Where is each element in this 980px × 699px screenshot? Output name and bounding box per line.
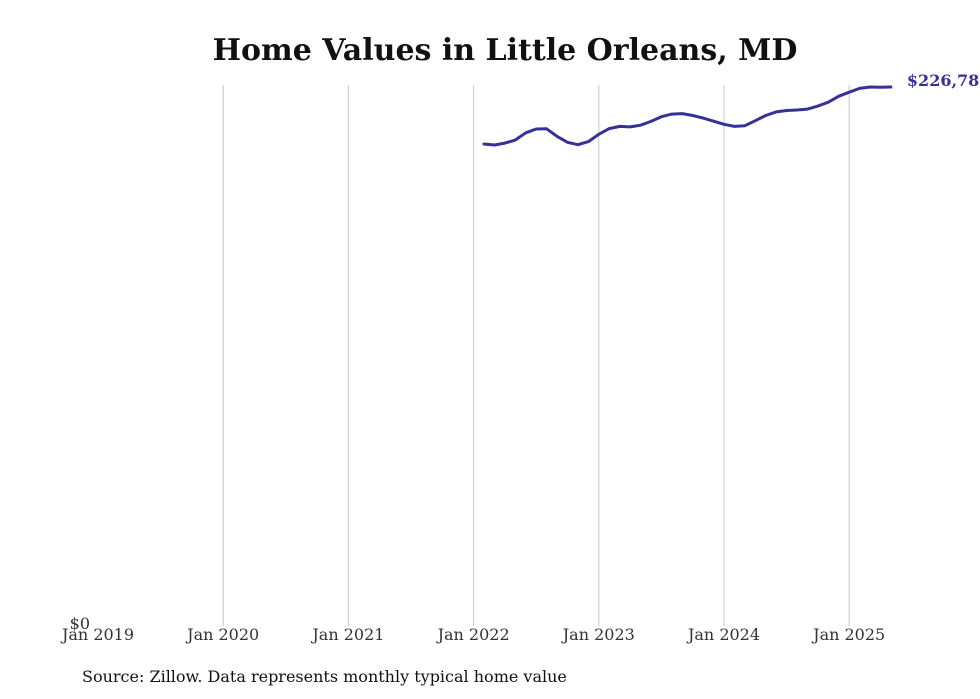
x-tick-label: Jan 2021 [310,625,384,644]
x-tick-label: Jan 2019 [60,625,134,644]
end-value-label: $226,784 [907,71,980,90]
series-line-home-value [482,85,893,147]
x-tick-label: Jan 2020 [185,625,259,644]
x-tick-label: Jan 2022 [436,625,510,644]
x-tick-label: Jan 2023 [561,625,635,644]
x-tick-label: Jan 2024 [686,625,760,644]
gridlines [222,85,850,626]
y-tick-label-0: $0 [70,614,90,633]
source-note: Source: Zillow. Data represents monthly … [82,667,567,686]
x-tick-label: Jan 2025 [811,625,885,644]
chart-title: Home Values in Little Orleans, MD [213,33,798,68]
x-axis-ticks: Jan 2019 Jan 2020 Jan 2021 Jan 2022 Jan 2023… [60,625,885,644]
